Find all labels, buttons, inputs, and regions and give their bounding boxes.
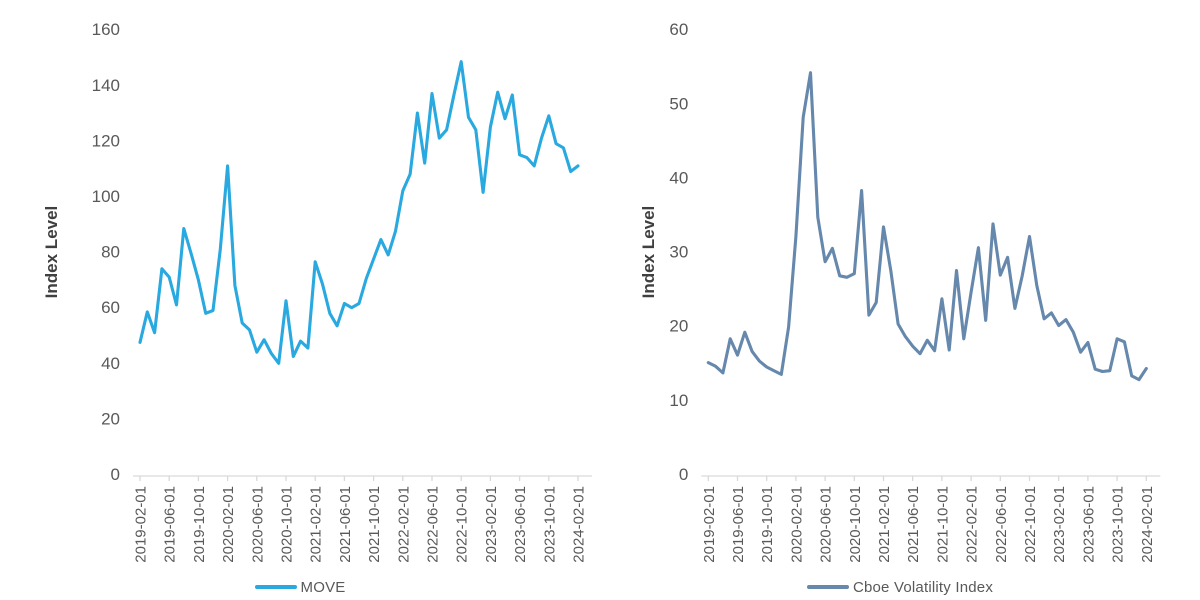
x-tick-label: 2023-10-01 xyxy=(541,486,558,563)
x-tick-label: 2021-02-01 xyxy=(876,486,893,563)
y-tick-label: 40 xyxy=(669,168,688,187)
y-tick-label: 60 xyxy=(101,298,120,317)
y-axis-title: Index Level xyxy=(42,206,61,299)
move-legend-line-icon xyxy=(254,585,297,589)
x-tick-label: 2020-02-01 xyxy=(788,486,805,563)
x-tick-label: 2019-02-01 xyxy=(701,486,718,563)
x-tick-label: 2021-06-01 xyxy=(905,486,922,563)
vix-series-line xyxy=(706,71,1148,382)
x-tick-label: 2022-10-01 xyxy=(454,486,471,563)
y-tick-label: 40 xyxy=(101,354,120,373)
x-tick-label: 2020-10-01 xyxy=(847,486,864,563)
y-tick-label: 100 xyxy=(92,187,120,206)
x-tick-label: 2023-10-01 xyxy=(1110,486,1127,563)
y-tick-label: 20 xyxy=(669,317,688,336)
vix-legend-label: Cboe Volatility Index xyxy=(852,578,994,596)
x-tick-label: 2022-02-01 xyxy=(395,486,412,563)
x-tick-label: 2022-06-01 xyxy=(993,486,1010,563)
x-tick-label: 2020-06-01 xyxy=(818,486,835,563)
x-tick-label: 2021-10-01 xyxy=(934,486,951,563)
x-tick-label: 2023-02-01 xyxy=(483,486,500,563)
vix-legend: Cboe Volatility Index xyxy=(600,577,1200,597)
y-tick-label: 120 xyxy=(92,131,120,150)
x-tick-label: 2019-02-01 xyxy=(133,486,150,563)
x-tick-label: 2022-10-01 xyxy=(1022,486,1039,563)
x-tick-label: 2022-02-01 xyxy=(964,486,981,563)
x-tick-label: 2023-02-01 xyxy=(1051,486,1068,563)
y-tick-label: 30 xyxy=(669,243,688,262)
x-tick-label: 2019-10-01 xyxy=(191,486,208,563)
y-tick-label: 0 xyxy=(679,465,688,484)
y-tick-label: 160 xyxy=(92,20,120,39)
move-chart-svg: 2019-02-01 2019-06-01 2019-10-01 2020-02-01… xyxy=(42,20,592,563)
y-tick-label: 0 xyxy=(111,465,120,484)
y-tick-label: 140 xyxy=(92,76,120,95)
move-chart-panel: 2019-02-01 2019-06-01 2019-10-01 2020-02-01… xyxy=(0,20,600,597)
x-tick-label: 2021-10-01 xyxy=(366,486,383,563)
x-tick-label: 2024-02-01 xyxy=(1139,486,1156,563)
y-axis-title: Index Level xyxy=(639,206,658,299)
x-tick-label: 2020-10-01 xyxy=(279,486,296,563)
move-legend-label: MOVE xyxy=(300,578,346,596)
y-tick-label: 20 xyxy=(101,409,120,428)
vix-chart-panel: 2019-02-01 2019-06-01 2019-10-01 2020-02-01… xyxy=(600,0,1200,600)
move-series-line xyxy=(138,60,580,365)
x-tick-label: 2021-02-01 xyxy=(308,486,325,563)
y-tick-label: 10 xyxy=(669,391,688,410)
x-tick-label: 2023-06-01 xyxy=(1080,486,1097,563)
x-tick-label: 2019-10-01 xyxy=(759,486,776,563)
x-tick-label: 2024-02-01 xyxy=(571,486,588,563)
x-tick-label: 2021-06-01 xyxy=(337,486,354,563)
x-tick-label: 2020-06-01 xyxy=(249,486,266,563)
y-tick-label: 80 xyxy=(101,243,120,262)
x-tick-label: 2019-06-01 xyxy=(162,486,179,563)
x-tick-label: 2023-06-01 xyxy=(512,486,529,563)
x-tick-label: 2020-02-01 xyxy=(220,486,237,563)
vix-legend-line-icon xyxy=(806,585,849,589)
x-tick-label: 2022-06-01 xyxy=(425,486,442,563)
y-tick-label: 60 xyxy=(669,20,688,39)
x-tick-label: 2019-06-01 xyxy=(730,486,747,563)
vix-chart-svg: 2019-02-01 2019-06-01 2019-10-01 2020-02-01… xyxy=(639,20,1161,563)
move-legend: MOVE xyxy=(0,577,600,597)
y-tick-label: 50 xyxy=(669,94,688,113)
